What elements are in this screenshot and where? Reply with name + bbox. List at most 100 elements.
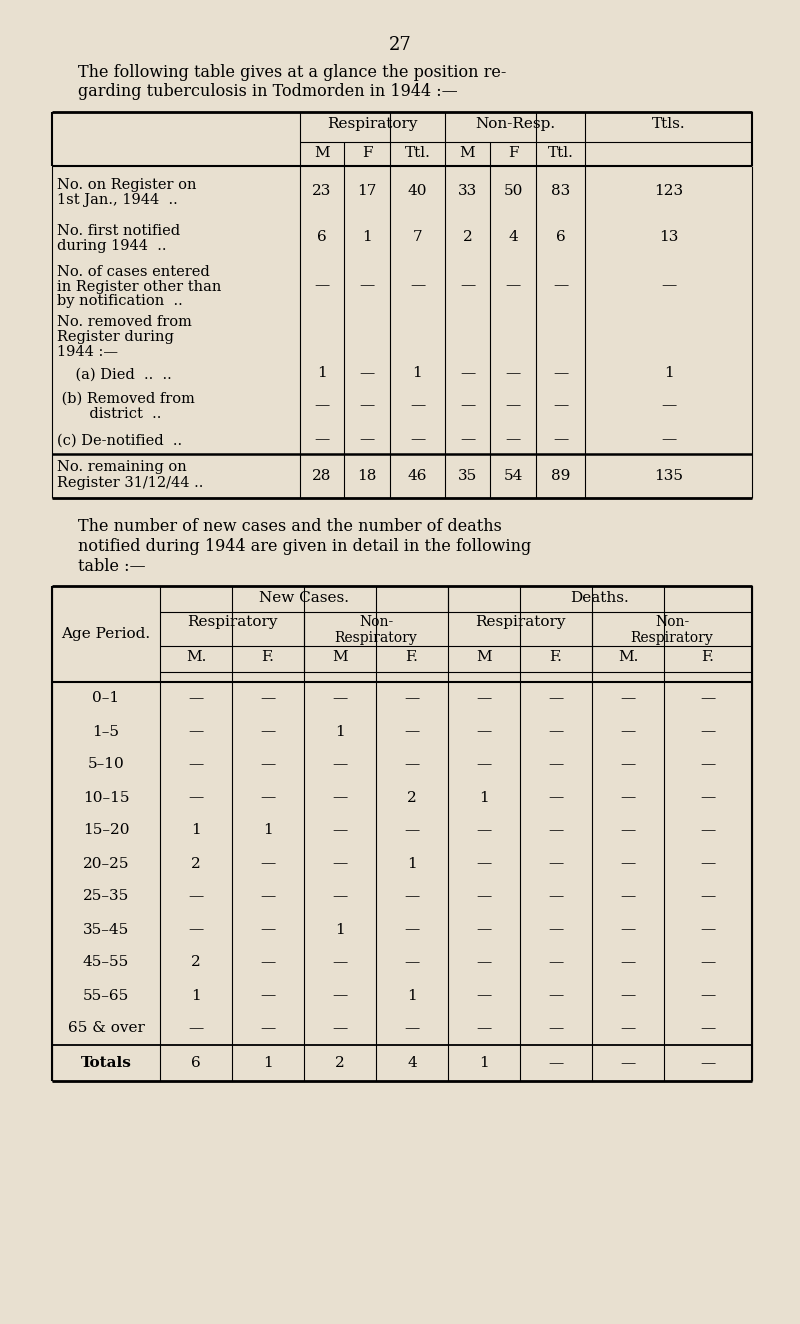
Text: —: — [661,432,676,446]
Text: —: — [620,857,636,870]
Text: —: — [476,724,492,739]
Text: —: — [476,989,492,1002]
Text: —: — [553,365,568,380]
Text: M: M [314,146,330,160]
Text: —: — [410,278,425,293]
Text: —: — [332,956,348,969]
Text: notified during 1944 are given in detail in the following: notified during 1944 are given in detail… [78,538,531,555]
Text: —: — [620,923,636,936]
Text: 1: 1 [263,1057,273,1070]
Text: F: F [508,146,518,160]
Text: 45–55: 45–55 [83,956,129,969]
Text: —: — [188,890,204,903]
Text: Non-
Respiratory: Non- Respiratory [334,616,418,645]
Text: —: — [359,399,374,412]
Text: 1: 1 [335,724,345,739]
Text: 25–35: 25–35 [83,890,129,903]
Text: 40: 40 [408,184,427,199]
Text: 10–15: 10–15 [82,790,130,805]
Text: 28: 28 [312,469,332,483]
Text: —: — [548,790,564,805]
Text: No. first notified: No. first notified [57,224,180,238]
Text: —: — [620,757,636,772]
Text: —: — [700,724,716,739]
Text: Respiratory: Respiratory [327,117,418,131]
Text: 1944 :—: 1944 :— [57,346,118,360]
Text: 1st Jan., 1944  ..: 1st Jan., 1944 .. [57,193,178,207]
Text: —: — [620,956,636,969]
Text: —: — [460,432,475,446]
Text: (b) Removed from: (b) Removed from [57,392,195,406]
Text: —: — [476,923,492,936]
Text: —: — [332,857,348,870]
Text: —: — [548,989,564,1002]
Text: F.: F. [262,650,274,665]
Text: No. on Register on: No. on Register on [57,177,197,192]
Text: —: — [460,278,475,293]
Text: 27: 27 [389,36,411,54]
Text: —: — [404,956,420,969]
Text: —: — [700,923,716,936]
Text: —: — [661,399,676,412]
Text: —: — [476,890,492,903]
Text: —: — [332,757,348,772]
Text: —: — [404,824,420,838]
Text: No. of cases entered: No. of cases entered [57,265,210,278]
Text: —: — [476,956,492,969]
Text: —: — [700,857,716,870]
Text: M.: M. [186,650,206,665]
Text: —: — [620,824,636,838]
Text: —: — [476,757,492,772]
Text: 13: 13 [659,230,678,244]
Text: 35: 35 [458,469,477,483]
Text: —: — [700,890,716,903]
Text: —: — [700,790,716,805]
Text: —: — [332,824,348,838]
Text: —: — [260,691,276,706]
Text: Non-
Respiratory: Non- Respiratory [630,616,714,645]
Text: —: — [260,790,276,805]
Text: New Cases.: New Cases. [259,591,349,605]
Text: 1: 1 [191,824,201,838]
Text: —: — [332,989,348,1002]
Text: —: — [314,432,330,446]
Text: 2: 2 [335,1057,345,1070]
Text: Ttl.: Ttl. [547,146,574,160]
Text: 2: 2 [462,230,472,244]
Text: 65 & over: 65 & over [67,1022,145,1035]
Text: —: — [548,757,564,772]
Text: during 1944  ..: during 1944 .. [57,240,166,253]
Text: —: — [404,890,420,903]
Text: —: — [260,890,276,903]
Text: 17: 17 [358,184,377,199]
Text: —: — [260,923,276,936]
Text: 7: 7 [413,230,422,244]
Text: Register during: Register during [57,331,174,344]
Text: —: — [314,278,330,293]
Text: Totals: Totals [81,1057,131,1070]
Text: —: — [359,278,374,293]
Text: —: — [260,724,276,739]
Text: 1: 1 [362,230,372,244]
Text: —: — [553,432,568,446]
Text: 1: 1 [664,365,674,380]
Text: —: — [548,1057,564,1070]
Text: 2: 2 [191,956,201,969]
Text: —: — [460,365,475,380]
Text: —: — [476,691,492,706]
Text: 83: 83 [551,184,570,199]
Text: Deaths.: Deaths. [570,591,630,605]
Text: —: — [188,1022,204,1035]
Text: —: — [548,724,564,739]
Text: —: — [661,278,676,293]
Text: —: — [404,1022,420,1035]
Text: 33: 33 [458,184,477,199]
Text: —: — [410,399,425,412]
Text: 6: 6 [191,1057,201,1070]
Text: —: — [260,956,276,969]
Text: —: — [188,757,204,772]
Text: —: — [359,365,374,380]
Text: 4: 4 [407,1057,417,1070]
Text: —: — [476,857,492,870]
Text: Ttl.: Ttl. [405,146,430,160]
